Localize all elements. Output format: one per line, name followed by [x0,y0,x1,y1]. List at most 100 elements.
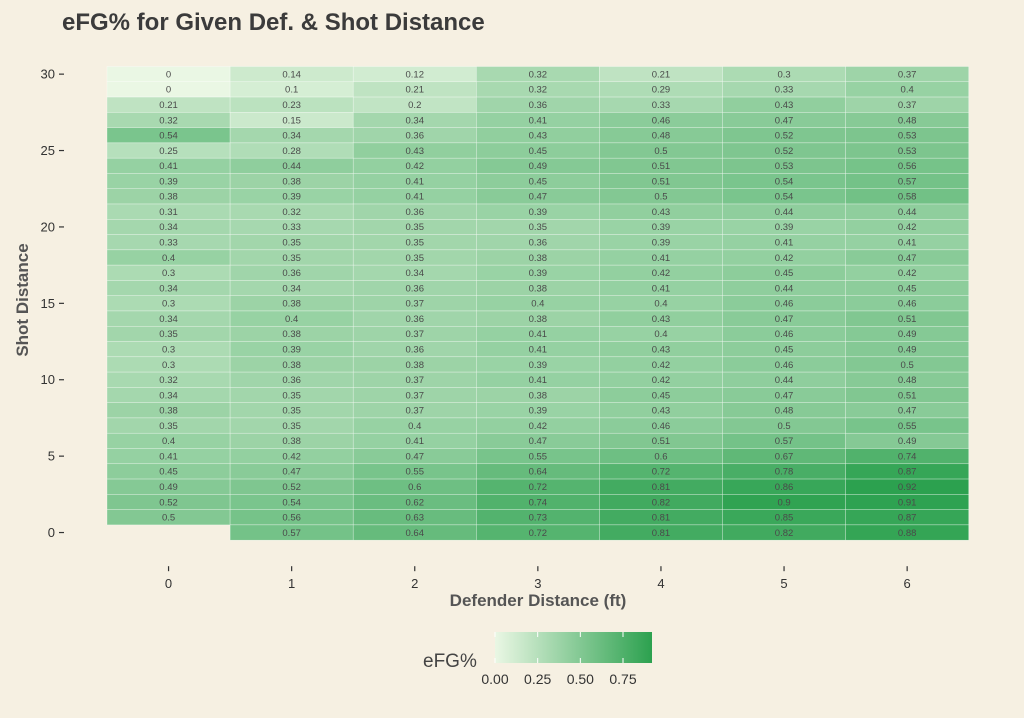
y-tick-label: 15 [41,296,55,311]
cell-value-label: 0.48 [775,406,794,417]
cell-value-label: 0.6 [408,482,421,493]
heatmap-cell [845,524,969,541]
cell-value-label: 0.38 [529,390,548,401]
cell-value-label: 0.35 [282,238,301,249]
cell-value-label: 0.32 [159,115,178,126]
x-tick-label: 1 [288,576,295,591]
cell-value-label: 0.3 [777,69,790,80]
cell-value-label: 0.49 [898,329,917,340]
cell-value-label: 0.44 [282,161,301,172]
cell-value-label: 0.25 [159,146,178,157]
cell-value-label: 0.39 [652,238,671,249]
cell-value-label: 0.12 [406,69,425,80]
cell-value-label: 0.45 [652,390,671,401]
cell-value-label: 0.91 [898,497,917,508]
cell-value-label: 0.38 [282,360,301,371]
cell-value-label: 0.34 [282,131,301,142]
cell-value-label: 0.41 [652,253,671,264]
cell-value-label: 0.42 [898,222,917,233]
cell-value-label: 0.44 [775,375,794,386]
cell-value-label: 0.41 [159,161,178,172]
cell-value-label: 0.2 [408,100,421,111]
cell-value-label: 0.54 [159,131,178,142]
cell-value-label: 0.46 [775,360,794,371]
cell-value-label: 0.49 [159,482,178,493]
cell-value-label: 0.4 [285,314,298,325]
x-tick-label: 6 [904,576,911,591]
cell-value-label: 0.54 [775,176,794,187]
cell-value-label: 0.45 [529,176,548,187]
cell-value-label: 0.35 [282,421,301,432]
cell-value-label: 0.35 [406,238,425,249]
cell-value-label: 0.36 [529,238,548,249]
cell-value-label: 0.63 [406,513,425,524]
cell-value-label: 0.38 [529,253,548,264]
cell-value-label: 0.34 [159,390,178,401]
cell-value-label: 0.54 [282,497,301,508]
cell-value-label: 0.33 [775,85,794,96]
cell-value-label: 0.49 [898,436,917,447]
cell-value-label: 0.38 [406,360,425,371]
cell-value-label: 0.56 [282,513,301,524]
cell-value-label: 0.41 [406,176,425,187]
cell-value-label: 0.42 [282,451,301,462]
cell-value-label: 0.29 [652,85,671,96]
cell-value-label: 0.39 [529,406,548,417]
cell-value-label: 0.36 [406,283,425,294]
cell-value-label: 0.9 [777,497,790,508]
y-tick-label: 25 [41,143,55,158]
cell-value-label: 0.47 [406,451,425,462]
cell-value-label: 0.73 [529,513,548,524]
cell-value-label: 0.34 [159,283,178,294]
cell-value-label: 0.38 [159,406,178,417]
cell-value-label: 0.41 [529,344,548,355]
y-tick-label: 0 [48,525,55,540]
x-tick-label: 2 [411,576,418,591]
cell-value-label: 0.49 [529,161,548,172]
cell-value-label: 0.32 [529,85,548,96]
cell-value-label: 0.57 [282,528,301,539]
cell-value-label: 0.3 [162,344,175,355]
cell-value-label: 0.64 [406,528,425,539]
cell-value-label: 0.32 [159,375,178,386]
cell-value-label: 0.62 [406,497,425,508]
cell-value-label: 0.72 [529,528,548,539]
cell-value-label: 0.6 [654,451,667,462]
cell-value-label: 0.5 [777,421,790,432]
cell-value-label: 0.41 [529,115,548,126]
cell-value-label: 0.36 [406,207,425,218]
cell-value-label: 0.54 [775,192,794,203]
cell-value-label: 0.3 [162,360,175,371]
cell-value-label: 0.35 [282,406,301,417]
cell-value-label: 0.14 [282,69,301,80]
cell-value-label: 0.86 [775,482,794,493]
cell-value-label: 0.46 [652,421,671,432]
legend-tick-label: 0.75 [609,671,636,687]
cell-value-label: 0.34 [159,222,178,233]
cell-value-label: 0.43 [775,100,794,111]
cell-value-label: 0.53 [775,161,794,172]
cell-value-label: 0.44 [775,207,794,218]
cell-value-label: 0.1 [285,85,298,96]
cell-value-label: 0.51 [898,390,917,401]
cell-value-label: 0.35 [282,390,301,401]
cell-value-label: 0.43 [652,344,671,355]
cell-value-label: 0.23 [282,100,301,111]
cell-value-label: 0.34 [159,314,178,325]
cell-value-label: 0.4 [531,299,544,310]
cell-value-label: 0.33 [282,222,301,233]
cell-value-label: 0.37 [898,100,917,111]
cell-value-label: 0.87 [898,513,917,524]
cell-value-label: 0.46 [775,329,794,340]
x-tick-label: 3 [534,576,541,591]
cell-value-label: 0.42 [406,161,425,172]
cell-value-label: 0.36 [406,131,425,142]
cell-value-label: 0.51 [898,314,917,325]
cell-value-label: 0.42 [652,375,671,386]
cell-value-label: 0.45 [529,146,548,157]
cell-value-label: 0.45 [898,283,917,294]
cell-value-label: 0.42 [652,360,671,371]
cell-value-label: 0.37 [406,390,425,401]
cell-value-label: 0.34 [282,283,301,294]
